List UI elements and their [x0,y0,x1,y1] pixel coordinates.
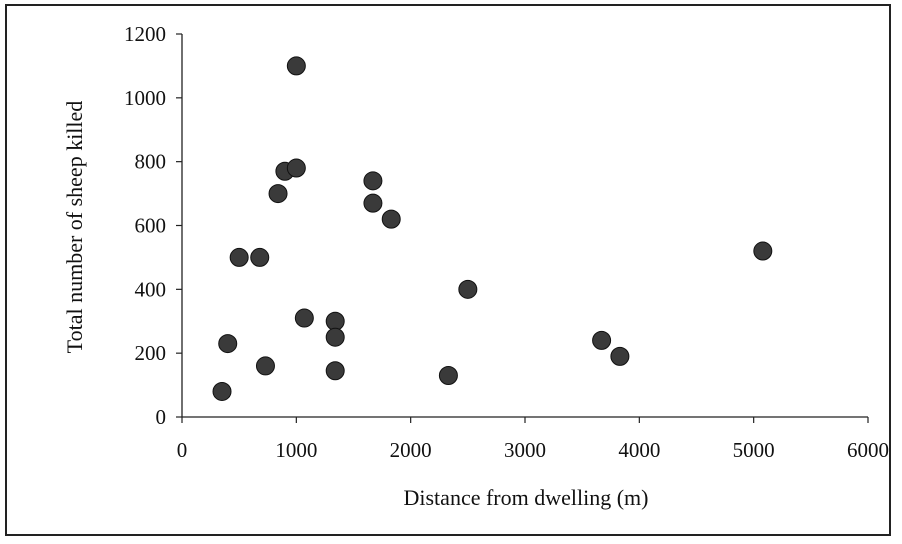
data-point [229,247,249,267]
data-point [255,356,275,376]
x-tick-label: 3000 [504,438,546,462]
data-point [325,311,345,331]
y-tick-label: 200 [135,341,167,365]
data-points [212,56,773,401]
data-point [286,56,306,76]
data-point [218,334,238,354]
data-point [325,361,345,381]
x-axis-title: Distance from dwelling (m) [404,485,649,510]
data-point [294,308,314,328]
data-point [592,330,612,350]
y-axis-title: Total number of sheep killed [62,101,87,354]
x-tick-label: 1000 [275,438,317,462]
data-point [212,381,232,401]
y-tick-label: 400 [135,277,167,301]
ticks: 0 1000 2000 3000 4000 5000 6000 0 200 400 600 800 10… [124,22,889,462]
y-tick-label: 1200 [124,22,166,46]
x-tick-label: 6000 [847,438,889,462]
data-point [753,241,773,261]
data-point [286,158,306,178]
data-point [438,366,458,386]
y-tick-label: 0 [156,405,167,429]
data-point [458,279,478,299]
y-tick-label: 800 [135,150,167,174]
y-tick-label: 1000 [124,86,166,110]
x-tick-label: 2000 [390,438,432,462]
data-point [610,346,630,366]
data-point [250,247,270,267]
data-point [363,171,383,191]
data-point [268,184,288,204]
data-point [325,327,345,347]
axes [181,34,868,418]
chart-frame [5,4,891,536]
data-point [381,209,401,229]
x-tick-label: 0 [177,438,188,462]
y-tick-label: 600 [135,214,167,238]
x-tick-label: 5000 [733,438,775,462]
data-point [363,193,383,213]
x-tick-label: 4000 [618,438,660,462]
